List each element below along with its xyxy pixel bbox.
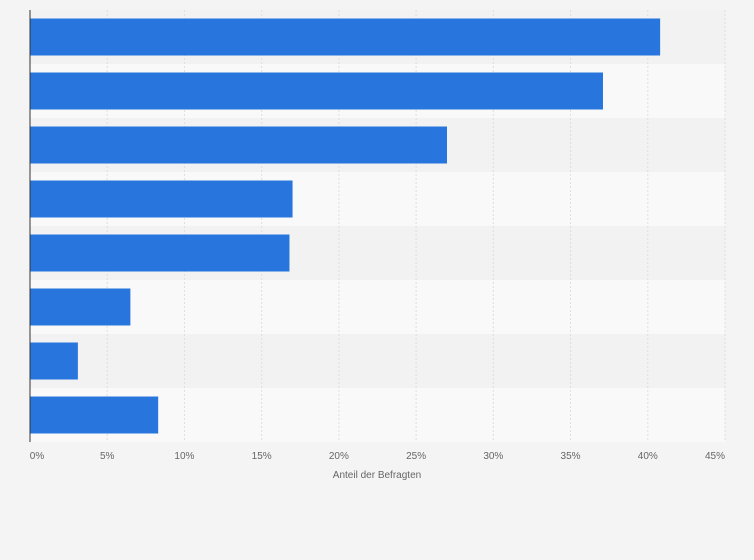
bar-5[interactable] xyxy=(30,234,290,272)
x-tick-label-15: 15% xyxy=(252,451,272,462)
x-tick-label-25: 25% xyxy=(406,451,426,462)
row-band-6 xyxy=(30,280,725,334)
x-axis-ticks: 0% 5% 10% 15% 20% 25% 30% 35% 40% 45% xyxy=(30,451,725,462)
x-tick-label-20: 20% xyxy=(329,451,349,462)
bar-4[interactable] xyxy=(30,180,293,218)
x-tick-label-35: 35% xyxy=(561,451,581,462)
row-band-7 xyxy=(30,334,725,388)
bar-8[interactable] xyxy=(30,396,159,434)
bar-3[interactable] xyxy=(30,126,447,164)
x-tick-label-40: 40% xyxy=(638,451,658,462)
x-tick-label-5: 5% xyxy=(100,451,115,462)
bar-2[interactable] xyxy=(30,72,603,110)
x-axis-title: Anteil der Befragten xyxy=(333,470,421,481)
x-tick-label-10: 10% xyxy=(174,451,194,462)
bars xyxy=(30,18,661,434)
x-tick-label-30: 30% xyxy=(483,451,503,462)
bar-6[interactable] xyxy=(30,288,131,326)
x-tick-label-45: 45% xyxy=(705,451,725,462)
bar-1[interactable] xyxy=(30,18,661,56)
bar-7[interactable] xyxy=(30,342,78,380)
x-tick-label-0: 0% xyxy=(30,451,45,462)
